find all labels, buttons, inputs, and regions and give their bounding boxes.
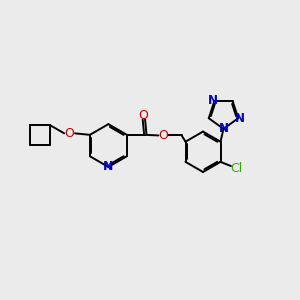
Text: N: N	[208, 94, 218, 107]
Text: O: O	[138, 109, 148, 122]
Text: O: O	[158, 129, 168, 142]
Text: N: N	[218, 122, 229, 135]
Text: O: O	[65, 127, 75, 140]
Text: N: N	[235, 112, 245, 125]
Text: N: N	[103, 160, 114, 173]
Text: Cl: Cl	[231, 162, 243, 175]
